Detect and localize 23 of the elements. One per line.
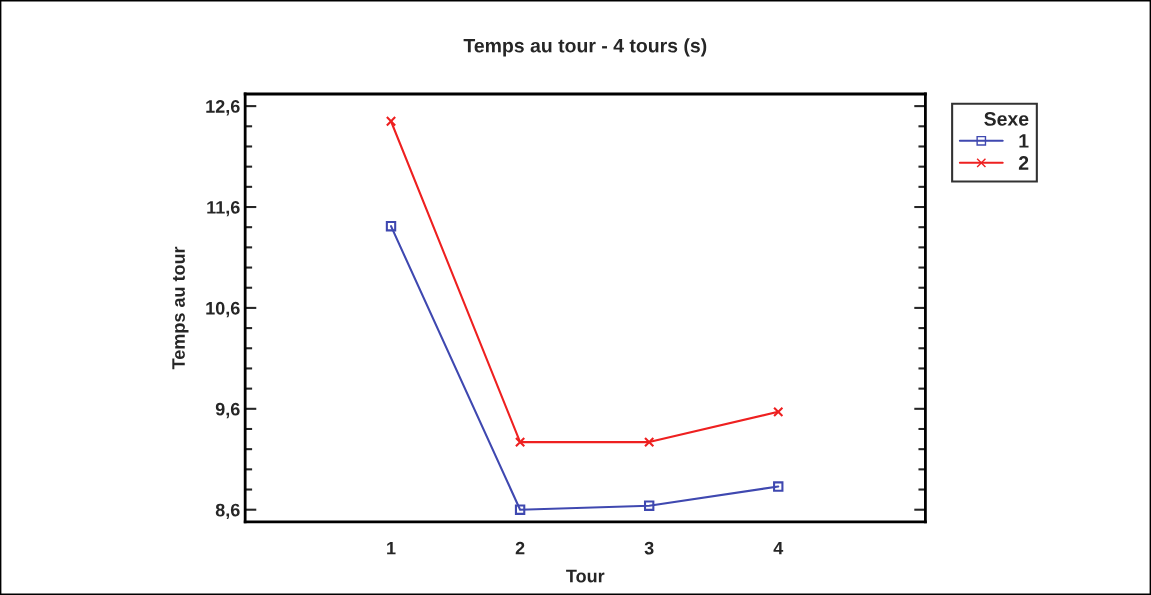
point (514, 504, 526, 515)
point (385, 220, 397, 232)
chart-title: Temps au tour - 4 tours (s) (463, 38, 707, 57)
y-tick-label: 12,6 (206, 100, 240, 116)
y-tick-label: 11,6 (207, 200, 240, 217)
x-tick-label: 4 (773, 541, 784, 555)
legend-title: Sexe (984, 112, 1029, 126)
point (773, 481, 784, 492)
point (643, 500, 655, 511)
point (514, 436, 526, 448)
y-tick-label: 10,6 (206, 301, 240, 318)
legend-label: 2 (1018, 156, 1029, 170)
x-tick-label: 3 (644, 541, 654, 555)
x-tick-label: 2 (515, 541, 525, 555)
x-axis-title: Tour (566, 569, 605, 583)
point (643, 436, 655, 448)
legend-label: 1 (1019, 134, 1029, 148)
y-tick-label: 8,6 (215, 503, 240, 520)
point (773, 406, 784, 418)
y-tick-label: 9,6 (215, 402, 240, 419)
y-axis-title: Temps au tour (172, 246, 189, 370)
x-tick-label: 1 (387, 541, 396, 555)
point (385, 116, 397, 127)
